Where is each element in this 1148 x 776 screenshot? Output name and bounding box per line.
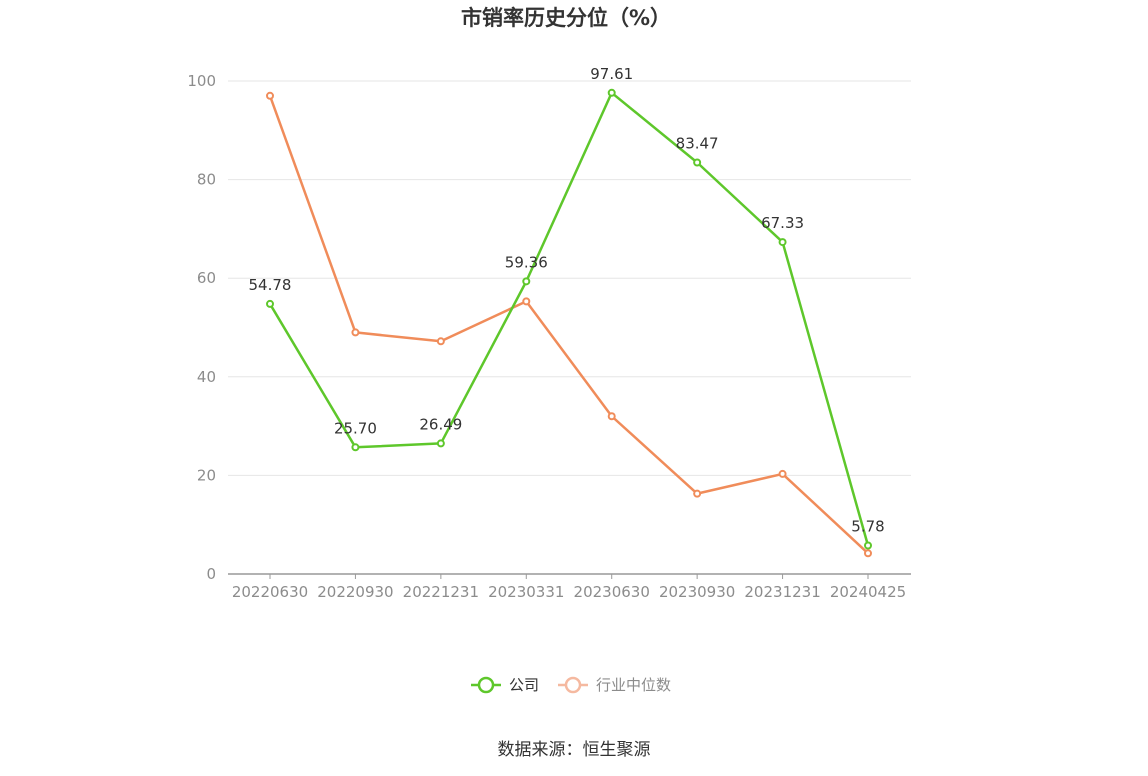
data-point xyxy=(607,88,616,97)
data-point xyxy=(266,91,274,100)
data-label: 67.33 xyxy=(761,214,804,232)
x-tick-label: 20231231 xyxy=(744,583,820,601)
x-axis: 20220630 20220930 20221231 20230331 20230630… xyxy=(228,573,911,601)
y-tick-label: 80 xyxy=(197,171,216,189)
series-line-industry-median xyxy=(268,95,869,555)
data-label: 26.49 xyxy=(419,415,462,433)
data-point xyxy=(522,277,531,286)
legend-label-industry-median: 行业中位数 xyxy=(596,676,671,694)
data-label: 54.78 xyxy=(249,276,292,294)
data-label: 25.70 xyxy=(334,419,377,437)
x-tick-label: 20230930 xyxy=(659,583,735,601)
data-point xyxy=(607,412,616,421)
chart-title: 市销率历史分位（%） xyxy=(461,6,671,30)
data-point xyxy=(693,158,702,167)
data-label: 59.36 xyxy=(505,253,548,271)
data-point xyxy=(864,541,872,550)
data-point xyxy=(351,443,360,452)
x-tick-label: 20230331 xyxy=(488,583,564,601)
x-tick-label: 20240425 xyxy=(830,583,906,601)
data-point xyxy=(436,337,445,346)
series-line-company xyxy=(268,91,870,546)
legend-label-company: 公司 xyxy=(509,676,539,694)
y-tick-label: 0 xyxy=(206,565,216,583)
x-tick-label: 20220930 xyxy=(317,583,393,601)
legend-marker-industry-median xyxy=(564,676,582,694)
x-tick-label: 20221231 xyxy=(403,583,479,601)
y-tick-label: 40 xyxy=(197,368,216,386)
source-note: 数据来源：恒生聚源 xyxy=(498,740,651,760)
y-tick-label: 20 xyxy=(197,466,216,484)
data-point xyxy=(778,469,787,478)
data-label: 97.61 xyxy=(590,65,633,83)
legend-marker-company xyxy=(477,676,495,694)
data-labels: 54.78 25.70 26.49 59.36 97.61 83.47 67.33 5.78 xyxy=(249,65,885,536)
data-point xyxy=(266,299,274,308)
data-label: 83.47 xyxy=(676,134,719,152)
y-tick-label: 60 xyxy=(197,269,216,287)
series-layer xyxy=(266,88,872,558)
data-point xyxy=(522,297,531,306)
data-point xyxy=(864,549,872,558)
data-point xyxy=(351,328,360,337)
x-tick-label: 20230630 xyxy=(574,583,650,601)
data-point xyxy=(778,238,787,247)
data-label: 5.78 xyxy=(851,518,884,536)
data-point xyxy=(693,489,702,498)
y-tick-label: 100 xyxy=(187,72,216,90)
legend[interactable]: 公司 行业中位数 xyxy=(471,676,671,694)
y-axis: 0 20 40 60 80 100 xyxy=(187,72,216,583)
data-point xyxy=(436,439,445,448)
x-tick-label: 20220630 xyxy=(232,583,308,601)
grid-lines xyxy=(228,80,911,476)
